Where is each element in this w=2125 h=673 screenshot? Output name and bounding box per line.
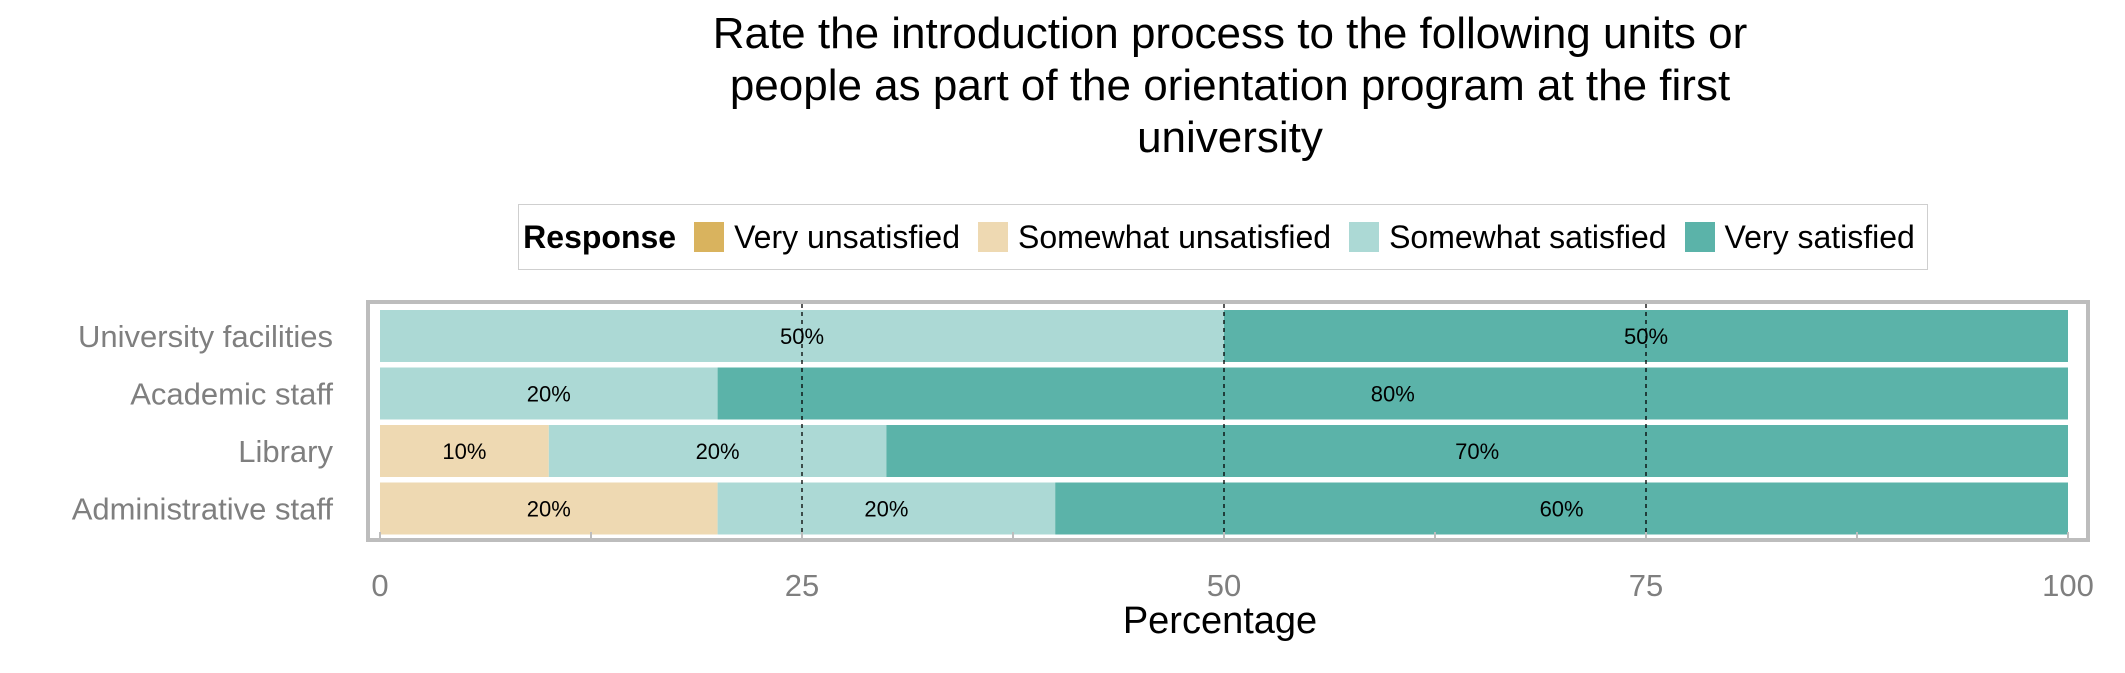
data-label-academic-staff-somewhat-satisfied: 20% [527, 382, 571, 407]
legend-swatch-very-unsatisfied [694, 222, 725, 252]
legend: Response Very unsatisfied Somewhat unsat… [518, 204, 1928, 270]
x-tick-label-100: 100 [2042, 568, 2094, 603]
x-tick-label-0: 0 [371, 568, 388, 603]
chart-title: Rate the introduction process to the fol… [560, 8, 1900, 164]
legend-item-very-unsatisfied: Very unsatisfied [694, 219, 960, 256]
data-label-library-somewhat-satisfied: 20% [696, 439, 740, 464]
chart-title-line-3: university [1137, 113, 1323, 162]
data-label-academic-staff-very-satisfied: 80% [1371, 382, 1415, 407]
legend-swatch-somewhat-unsatisfied [978, 222, 1008, 252]
legend-label-somewhat-satisfied: Somewhat satisfied [1389, 218, 1667, 255]
bar-administrative-staff-somewhat-unsatisfied [380, 482, 718, 535]
chart-title-line-1: Rate the introduction process to the fol… [712, 9, 1748, 58]
legend-swatch-very-satisfied [1684, 222, 1715, 252]
plot-border [366, 300, 2090, 542]
bar-academic-staff-very-satisfied [717, 367, 2068, 420]
category-label-administrative-staff: Administrative staff [72, 492, 334, 527]
x-tick-label-50: 50 [1207, 568, 1241, 603]
legend-label-very-unsatisfied: Very unsatisfied [734, 218, 960, 255]
legend-swatch-somewhat-satisfied [1349, 222, 1380, 252]
bar-library-somewhat-satisfied [548, 425, 887, 477]
category-label-academic-staff: Academic staff [130, 377, 333, 412]
legend-label-very-satisfied: Very satisfied [1724, 218, 1915, 255]
data-label-administrative-staff-somewhat-unsatisfied: 20% [527, 497, 571, 522]
x-tick-label-25: 25 [785, 568, 819, 603]
bar-academic-staff-somewhat-satisfied [380, 367, 718, 420]
category-label-library: Library [238, 434, 333, 469]
legend-item-somewhat-unsatisfied: Somewhat unsatisfied [978, 219, 1331, 256]
bar-administrative-staff-somewhat-satisfied [717, 482, 1056, 535]
data-label-administrative-staff-somewhat-satisfied: 20% [864, 497, 908, 522]
legend-item-very-satisfied: Very satisfied [1684, 218, 1915, 256]
bar-library-somewhat-unsatisfied [380, 425, 549, 477]
data-label-administrative-staff-very-satisfied: 60% [1540, 497, 1584, 522]
legend-title: Response [523, 218, 677, 255]
x-tick-label-75: 75 [1629, 568, 1663, 603]
data-label-library-very-satisfied: 70% [1455, 439, 1499, 464]
legend-item-somewhat-satisfied: Somewhat satisfied [1349, 218, 1667, 256]
legend-label-somewhat-unsatisfied: Somewhat unsatisfied [1018, 218, 1332, 255]
data-label-library-somewhat-unsatisfied: 10% [442, 439, 486, 464]
category-label-university-facilities: University facilities [78, 319, 333, 354]
chart-title-line-2: people as part of the orientation progra… [729, 61, 1731, 110]
bar-library-very-satisfied [886, 425, 2068, 477]
x-axis-title: Percentage [1122, 600, 1318, 642]
